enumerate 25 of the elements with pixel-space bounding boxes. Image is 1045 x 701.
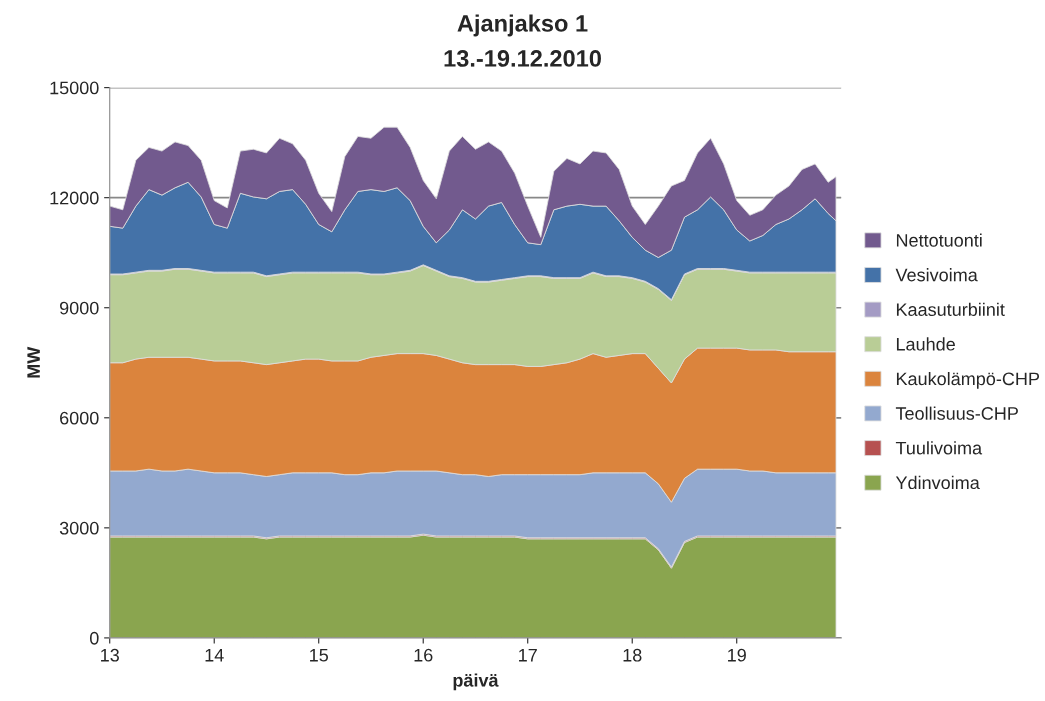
x-tick-label: 13 [101, 648, 119, 662]
y-tick-label: 6000 [60, 411, 99, 425]
legend-label: Ydinvoima [895, 475, 980, 490]
chart-subtitle: 13.-19.12.2010 [444, 50, 601, 67]
y-tick-label: 12000 [50, 191, 99, 205]
legend-label: Vesivoima [895, 268, 978, 282]
y-tick-label: 3000 [59, 521, 99, 535]
x-tick-label: 15 [310, 648, 329, 662]
x-tick-label: 19 [728, 648, 746, 662]
legend-label: Kaukolämpö-CHP [896, 371, 1040, 389]
y-tick-label: 9000 [59, 301, 99, 315]
chart-title: Ajanjakso 1 [457, 14, 588, 37]
x-tick-label: 16 [414, 648, 433, 662]
y-tick-label: 15000 [50, 81, 99, 95]
legend-label: Kaasuturbiinit [896, 302, 1005, 316]
x-tick-label: 14 [205, 648, 224, 662]
x-tick-label: 17 [519, 648, 537, 662]
legend-label: Lauhde [896, 337, 955, 351]
x-tick-label: 18 [623, 648, 642, 662]
legend-label: Teollisuus-CHP [895, 406, 1018, 420]
y-axis-title: MW [27, 346, 40, 378]
x-axis-title: päivä [453, 673, 499, 691]
legend-label: Nettotuonti [896, 233, 982, 247]
y-tick-label: 0 [89, 631, 99, 645]
legend-label: Tuulivoima [895, 441, 983, 455]
